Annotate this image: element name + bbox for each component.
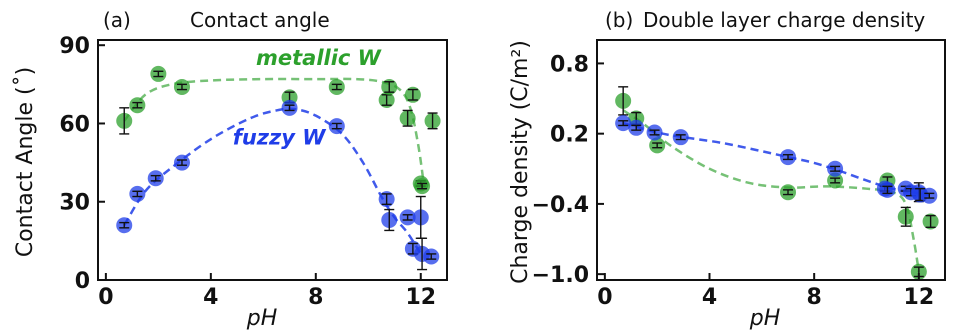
panel-b: (b) Double layer charge density 0 4 8 12 −1.… <box>508 8 946 331</box>
panel-a-plot-area <box>116 65 441 271</box>
y-tick-label: 0 <box>75 269 90 294</box>
panel-b-axes: 0 4 8 12 −1.0 −0.4 0.2 0.8 <box>532 39 946 310</box>
panel-a-title: Contact angle <box>190 8 330 32</box>
y-tick-label: 0.2 <box>550 123 589 148</box>
panel-a-y-axis-label: Contact Angle (˚) <box>13 67 38 257</box>
y-tick-label: 90 <box>59 34 90 59</box>
axes-frame <box>97 39 448 281</box>
x-tick-label: 12 <box>405 285 436 310</box>
panel-b-plot-area <box>615 86 939 280</box>
y-tick-label: 30 <box>59 191 90 216</box>
x-tick-label: 8 <box>807 285 822 310</box>
fit-curve-metallic-w <box>622 109 921 273</box>
y-tick-label: −0.4 <box>532 193 589 218</box>
panel-a: (a) Contact angle 0 4 8 12 0 30 60 90 pH Contac… <box>13 8 448 331</box>
panel-a-label: (a) <box>103 8 131 32</box>
metallic-w-annotation: metallic W <box>256 46 382 70</box>
x-tick-label: 0 <box>98 285 113 310</box>
axes-frame <box>596 39 946 281</box>
y-tick-label: 0.8 <box>550 52 589 77</box>
panel-b-title: Double layer charge density <box>643 8 925 32</box>
x-tick-label: 4 <box>702 285 717 310</box>
x-tick-label: 12 <box>904 285 935 310</box>
x-tick-label: 8 <box>308 285 323 310</box>
panel-b-y-axis-label: Charge density (C/m²) <box>508 40 533 284</box>
x-tick-label: 0 <box>597 285 612 310</box>
fuzzy-w-annotation: fuzzy W <box>233 125 327 149</box>
panel-b-label: (b) <box>605 8 633 32</box>
panel-a-x-axis-label: pH <box>246 306 278 331</box>
panel-a-axes: 0 4 8 12 0 30 60 90 <box>59 34 448 310</box>
panel-b-x-axis-label: pH <box>749 306 781 331</box>
x-tick-label: 4 <box>203 285 218 310</box>
y-tick-label: 60 <box>59 112 90 137</box>
y-tick-label: −1.0 <box>532 263 589 288</box>
